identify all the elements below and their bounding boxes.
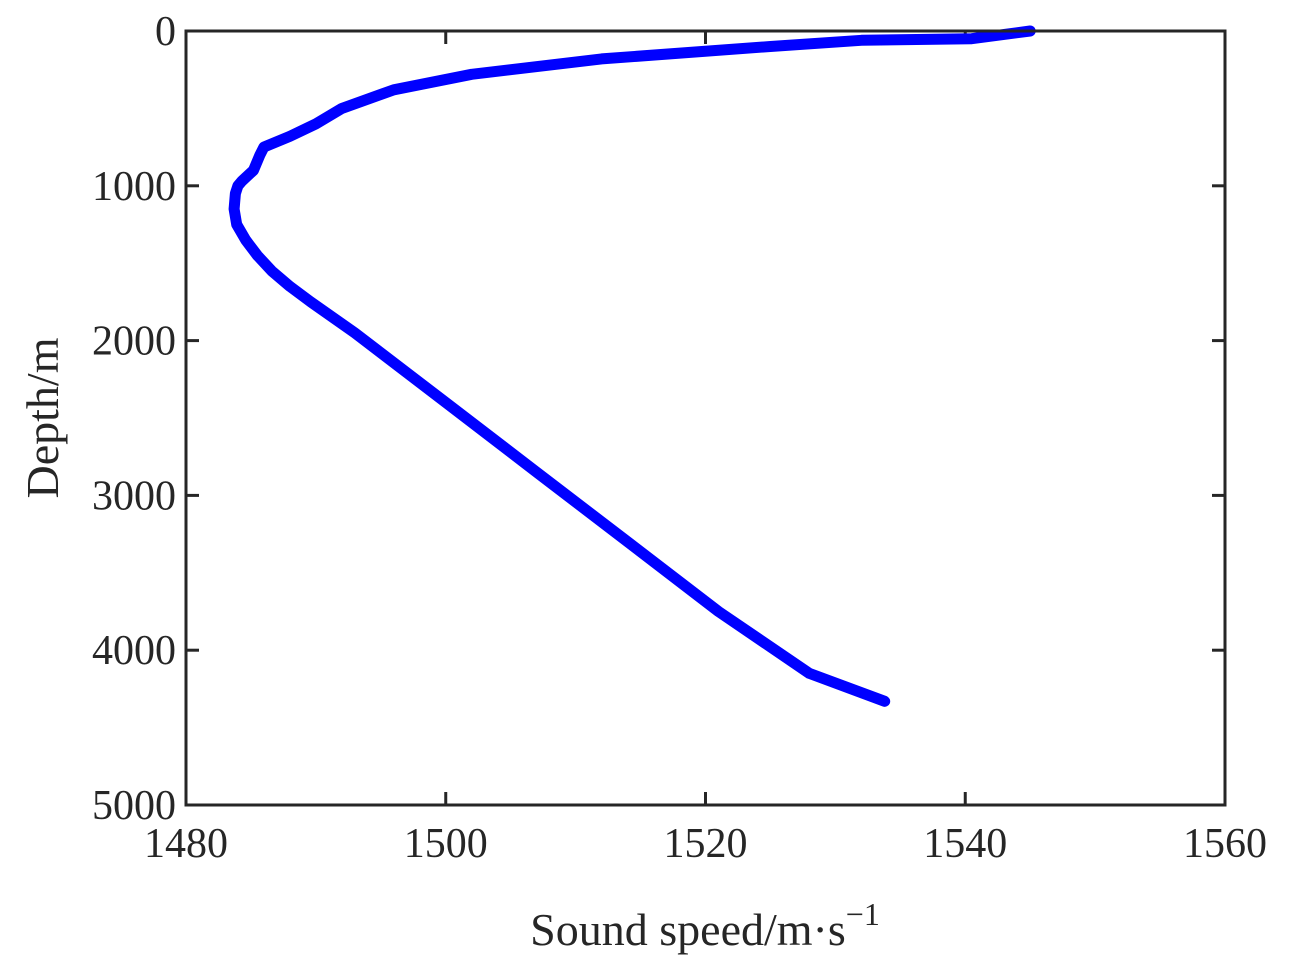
x-tick-label: 1520: [664, 821, 748, 867]
x-axis-title-superscript: −1: [846, 896, 880, 932]
tick-labels: 1480 1500 1520 1540 1560 0 1000 2000 3000 4000 500…: [92, 9, 1267, 867]
plot-area: [186, 31, 1225, 805]
y-axis-title: Depth/m: [17, 337, 68, 498]
x-axis-title-text: Sound speed/m·s: [530, 904, 846, 955]
x-axis-title: Sound speed/m·s−1: [530, 896, 880, 955]
y-tick-label: 2000: [92, 319, 176, 365]
y-tick-label: 3000: [92, 473, 176, 519]
x-tick-label: 1560: [1183, 821, 1267, 867]
y-tick-label: 5000: [92, 783, 176, 829]
data-series: [228, 25, 1036, 707]
x-tick-label: 1500: [404, 821, 488, 867]
y-tick-label: 0: [155, 9, 176, 55]
sound-speed-line: [228, 25, 1036, 707]
y-tick-label: 4000: [92, 628, 176, 674]
plot-frame: [184, 29, 1227, 807]
y-tick-label: 1000: [92, 164, 176, 210]
x-tick-label: 1480: [144, 821, 228, 867]
x-tick-label: 1540: [923, 821, 1007, 867]
